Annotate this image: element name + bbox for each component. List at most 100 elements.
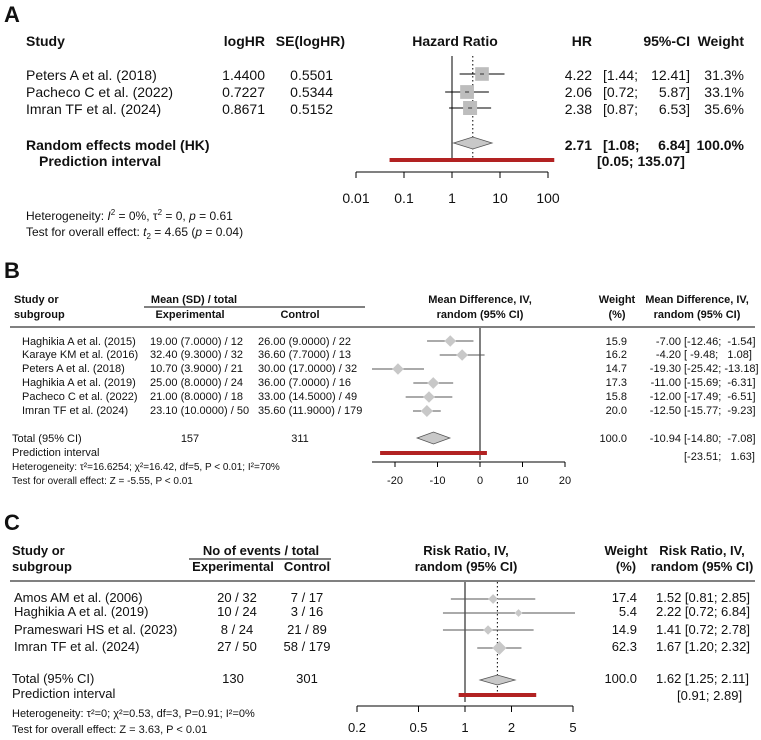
panel-a: A Study logHR SE(logHR) Hazard Ratio HR …: [4, 2, 745, 241]
x-axis-tick-label: 0.1: [394, 190, 414, 206]
panel-b: B Study or subgroup Mean (SD) / total Ex…: [4, 258, 759, 487]
summary-label: Random effects model (HK): [26, 137, 210, 153]
heterogeneity-text: Heterogeneity: τ²=0; χ²=0.53, df=3, P=0.…: [12, 708, 255, 720]
study-experimental: 32.40 (9.3000) / 32: [150, 349, 243, 361]
total-weight: 100.0: [599, 433, 627, 445]
study-control: 21 / 89: [287, 622, 327, 637]
col-header-study-2: subgroup: [14, 309, 65, 321]
study-weight: 16.2: [606, 349, 627, 361]
study-experimental: 21.00 (8.0000) / 18: [150, 391, 243, 403]
overall-effect-text: Test for overall effect: t2 = 4.65 (p = …: [26, 225, 243, 241]
x-axis-tick-label: 20: [559, 475, 571, 487]
col-header-ci: 95%-CI: [643, 33, 690, 49]
study-md: -11.00: [651, 377, 681, 389]
col-header-experimental: Experimental: [155, 309, 224, 321]
x-axis-tick-label: 10: [492, 190, 508, 206]
study-se: 0.5501: [290, 67, 333, 83]
x-axis-tick-label: 0.01: [342, 190, 369, 206]
col-header-study-1: Study or: [14, 294, 59, 306]
col-header-hr: HR: [572, 33, 592, 49]
prediction-interval-bar: [389, 158, 555, 162]
study-point-estimate: [488, 594, 498, 604]
summary-diamond: [452, 136, 494, 150]
panel-c: C Study or subgroup No of events / total…: [4, 510, 755, 736]
study-point-estimate: [514, 609, 523, 617]
study-weight: 14.9: [612, 622, 637, 637]
col-header-rr-2: random (95% CI): [415, 559, 518, 574]
study-point-estimate: [423, 391, 435, 403]
study-control: 36.60 (7.7000) / 13: [258, 349, 351, 361]
prediction-interval-bar: [458, 693, 537, 697]
study-weight: 5.4: [619, 604, 637, 619]
study-control: 36.00 (7.0000) / 16: [258, 377, 351, 389]
plot-area-b: -20 -10 0 10 20: [372, 328, 571, 487]
study-name: Imran TF et al. (2024): [26, 101, 161, 117]
col-header-study-2: subgroup: [12, 559, 72, 574]
x-axis-tick-label: 1: [448, 190, 456, 206]
total-label: Total (95% CI): [12, 671, 94, 686]
study-hr: 4.22: [565, 67, 592, 83]
prediction-interval-bar: [380, 451, 487, 455]
col-header-group: Mean (SD) / total: [151, 294, 237, 306]
study-weight: 62.3: [612, 639, 637, 654]
study-name: Pacheco C et al. (2022): [22, 391, 138, 403]
study-weight: 14.7: [606, 363, 627, 375]
study-md: -12.50: [650, 405, 681, 417]
total-experimental: 157: [181, 433, 199, 445]
summary-diamond: [478, 674, 517, 686]
study-point-estimate: [392, 363, 404, 375]
study-ci: 1.41 [0.72; 2.78]: [656, 622, 750, 637]
study-weight: 15.8: [606, 391, 627, 403]
study-weight: 17.3: [606, 377, 627, 389]
total-control: 301: [296, 671, 318, 686]
x-axis-tick-label: 100: [536, 190, 560, 206]
study-ci: 2.22 [0.72; 6.84]: [656, 604, 750, 619]
study-ci: [-15.77; -9.23]: [684, 405, 756, 417]
study-loghr: 0.8671: [222, 101, 265, 117]
prediction-ci: [-23.51; 1.63]: [684, 451, 755, 463]
total-experimental: 130: [222, 671, 244, 686]
study-experimental: 10.70 (3.9000) / 21: [150, 363, 243, 375]
col-header-weight: Weight: [698, 33, 745, 49]
x-axis-tick-label: 0: [477, 475, 483, 487]
col-header-md-1: Mean Difference, IV,: [428, 294, 532, 306]
study-ci: [-25.42; -13.18]: [684, 363, 759, 375]
col-header-loghr: logHR: [224, 33, 265, 49]
study-control: 3 / 16: [291, 604, 324, 619]
total-weight: 100.0: [604, 671, 637, 686]
summary-ci-lower: [1.08;: [603, 137, 640, 153]
study-weight: 33.1%: [704, 84, 744, 100]
study-se: 0.5152: [290, 101, 333, 117]
study-name: Prameswari HS et al. (2023): [14, 622, 177, 637]
study-ci-lower: [0.87;: [603, 101, 638, 117]
plot-area-a: 0.01 0.1 1 10 100: [342, 56, 560, 206]
total-label: Total (95% CI): [12, 433, 82, 445]
study-hr: 2.38: [565, 101, 592, 117]
study-md: -12.00: [650, 391, 681, 403]
x-axis-tick-label: 2: [508, 720, 515, 735]
study-name: Karaye KM et al. (2016): [22, 349, 138, 361]
study-ci-upper: 5.87]: [659, 84, 690, 100]
prediction-label: Prediction interval: [12, 686, 115, 701]
prediction-ci: [0.05; 135.07]: [597, 153, 685, 169]
summary-hr: 2.71: [565, 137, 592, 153]
prediction-ci: [0.91; 2.89]: [677, 688, 742, 703]
study-name: Amos AM et al. (2006): [14, 590, 143, 605]
study-control: 58 / 179: [284, 639, 331, 654]
study-loghr: 1.4400: [222, 67, 265, 83]
panel-c-letter: C: [4, 510, 20, 535]
col-header-control: Control: [284, 559, 330, 574]
overall-effect-text: Test for overall effect: Z = -5.55, P < …: [12, 476, 193, 487]
study-name: Haghikia A et al. (2015): [22, 336, 136, 348]
study-ci: [-12.46; -1.54]: [684, 336, 756, 348]
study-point-estimate: [444, 335, 457, 347]
study-ci-upper: 6.53]: [659, 101, 690, 117]
prediction-label: Prediction interval: [12, 447, 99, 459]
overall-effect-text: Test for overall effect: Z = 3.63, P < 0…: [12, 724, 207, 736]
study-weight: 35.6%: [704, 101, 744, 117]
study-point-estimate: [420, 405, 433, 417]
study-name: Peters A et al. (2018): [22, 363, 125, 375]
col-header-se: SE(logHR): [276, 33, 345, 49]
summary-weight: 100.0%: [697, 137, 745, 153]
